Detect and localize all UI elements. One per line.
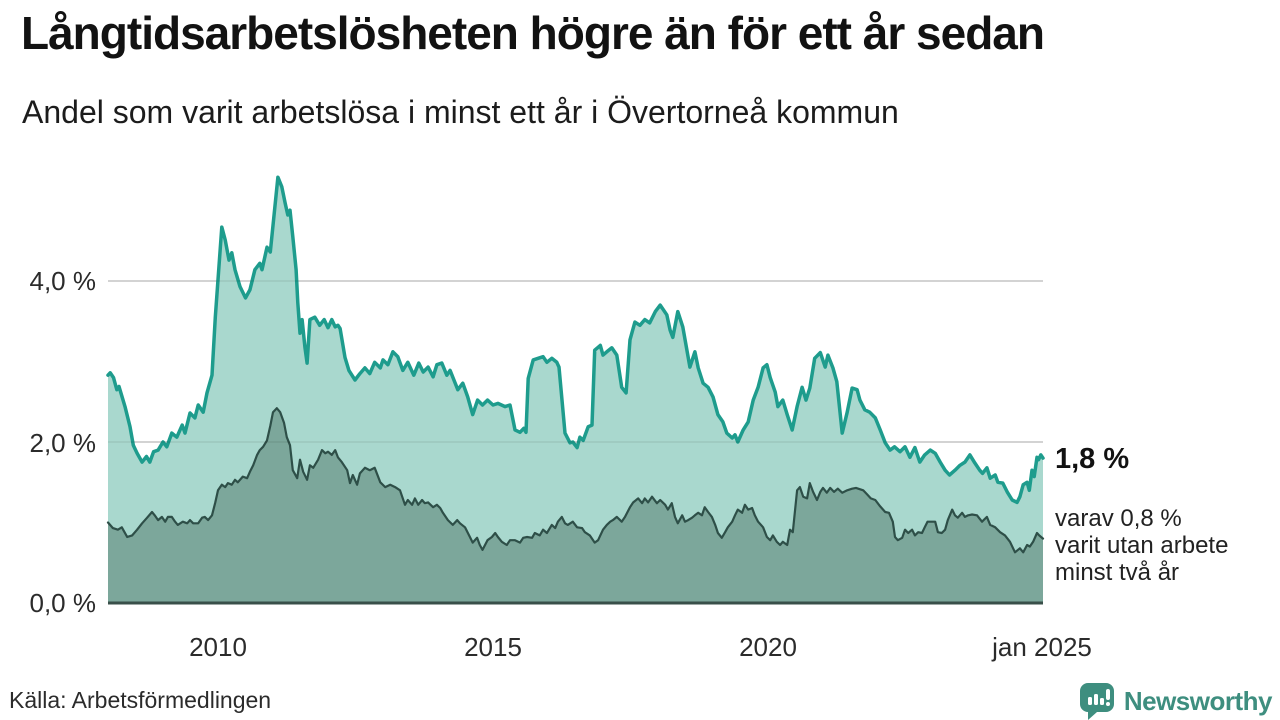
x-axis-tick-2020: 2020 [739,632,797,662]
x-axis-tick-2015: 2015 [464,632,522,662]
y-axis-tick-0: 0,0 % [29,588,97,618]
secondary-value-line-1: varav 0,8 % [1055,505,1182,532]
secondary-value-line-3: minst två år [1055,559,1180,586]
newsworthy-logo-text: Newsworthy [1123,685,1273,716]
chart-subtitle: Andel som varit arbetslösa i minst ett å… [22,94,899,130]
source-attribution: Källa: Arbetsförmedlingen [9,687,272,713]
x-axis-tick-2010: 2010 [189,632,247,662]
latest-value-label: 1,8 % [1055,443,1130,475]
newsworthy-logo: Newsworthy [1079,682,1273,720]
secondary-value-label: varav 0,8 % varit utan arbete minst två … [1055,505,1228,586]
y-axis-tick-2: 2,0 % [29,428,97,458]
y-axis-tick-4: 4,0 % [29,266,97,296]
page-title: Långtidsarbetslösheten högre än för ett … [21,7,1045,59]
x-axis-tick-jan2025: jan 2025 [992,632,1092,662]
secondary-value-line-2: varit utan arbete [1055,532,1229,559]
newsworthy-logo-icon [1079,683,1114,720]
